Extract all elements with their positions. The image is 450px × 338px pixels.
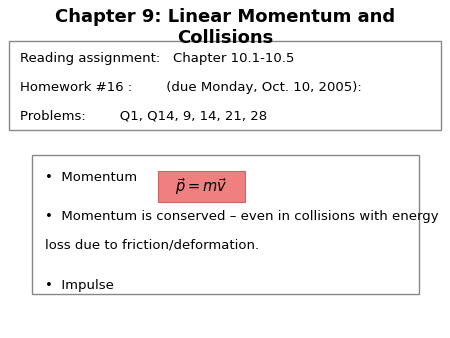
Text: •  Impulse: • Impulse — [45, 279, 114, 292]
Text: •  Momentum is conserved – even in collisions with energy: • Momentum is conserved – even in collis… — [45, 210, 439, 222]
Text: Reading assignment:   Chapter 10.1-10.5: Reading assignment: Chapter 10.1-10.5 — [20, 52, 295, 65]
Text: Homework #16 :        (due Monday, Oct. 10, 2005):: Homework #16 : (due Monday, Oct. 10, 200… — [20, 81, 362, 94]
Text: $\vec{p} = m\vec{v}$: $\vec{p} = m\vec{v}$ — [175, 176, 228, 197]
Text: Problems:        Q1, Q14, 9, 14, 21, 28: Problems: Q1, Q14, 9, 14, 21, 28 — [20, 110, 267, 123]
FancyBboxPatch shape — [9, 41, 441, 130]
FancyBboxPatch shape — [32, 155, 419, 294]
Text: Chapter 9: Linear Momentum and
Collisions: Chapter 9: Linear Momentum and Collision… — [55, 8, 395, 47]
FancyBboxPatch shape — [158, 171, 245, 202]
Text: •  Momentum: • Momentum — [45, 171, 137, 184]
Text: loss due to friction/deformation.: loss due to friction/deformation. — [45, 238, 259, 251]
